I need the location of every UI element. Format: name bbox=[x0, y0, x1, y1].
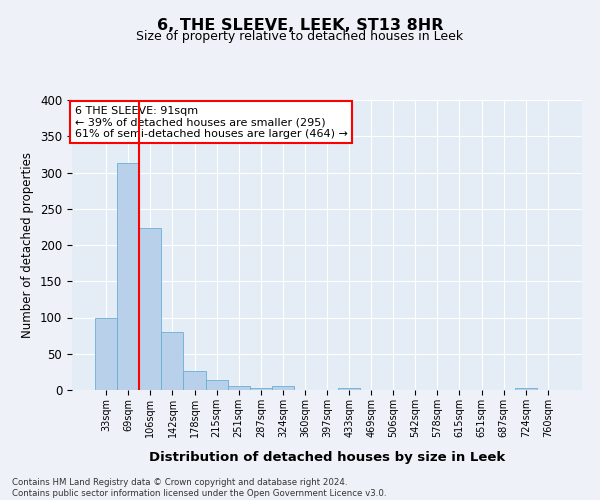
Text: Distribution of detached houses by size in Leek: Distribution of detached houses by size … bbox=[149, 451, 505, 464]
Text: 6, THE SLEEVE, LEEK, ST13 8HR: 6, THE SLEEVE, LEEK, ST13 8HR bbox=[157, 18, 443, 32]
Text: 6 THE SLEEVE: 91sqm
← 39% of detached houses are smaller (295)
61% of semi-detac: 6 THE SLEEVE: 91sqm ← 39% of detached ho… bbox=[74, 106, 347, 139]
Bar bbox=[95, 318, 117, 390]
Bar bbox=[515, 388, 537, 390]
Bar bbox=[184, 371, 206, 390]
Y-axis label: Number of detached properties: Number of detached properties bbox=[22, 152, 34, 338]
Text: Size of property relative to detached houses in Leek: Size of property relative to detached ho… bbox=[136, 30, 464, 43]
Bar bbox=[227, 386, 250, 390]
Bar bbox=[206, 380, 227, 390]
Bar bbox=[250, 388, 272, 390]
Text: Contains HM Land Registry data © Crown copyright and database right 2024.
Contai: Contains HM Land Registry data © Crown c… bbox=[12, 478, 386, 498]
Bar bbox=[272, 386, 294, 390]
Bar bbox=[117, 163, 139, 390]
Bar bbox=[338, 388, 360, 390]
Bar bbox=[161, 332, 184, 390]
Bar bbox=[139, 228, 161, 390]
